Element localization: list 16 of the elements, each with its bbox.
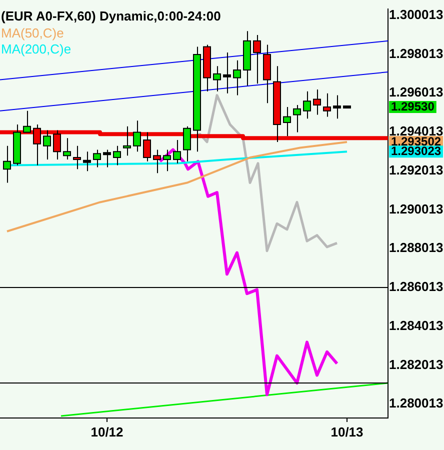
x-tick-label: 10/12 bbox=[90, 424, 124, 440]
y-tick-label: 1.300013 bbox=[389, 6, 444, 22]
y-tick-label: 1.286013 bbox=[389, 279, 444, 294]
text: MA(200,C)e bbox=[1, 41, 72, 56]
y-tick-label: 1.298013 bbox=[389, 46, 444, 61]
y-tick-label: 1.290013 bbox=[389, 201, 444, 216]
x-tick-label: 10/13 bbox=[330, 424, 364, 440]
y-tick-label: 1.282013 bbox=[389, 356, 444, 372]
y-tick-label: 1.288013 bbox=[389, 240, 444, 256]
text: 1.29530 bbox=[391, 99, 435, 114]
y-tick-label: 1.284013 bbox=[389, 318, 444, 333]
text: MA(50,C)e bbox=[1, 25, 64, 40]
y-tick-label: 1.292013 bbox=[389, 162, 444, 178]
chart-title: (EUR A0-FX,60) Dynamic,0:00-24:00 bbox=[1, 8, 221, 24]
y-tick-label: 1.280013 bbox=[389, 396, 444, 411]
y-tick-label: 1.296013 bbox=[389, 84, 444, 100]
